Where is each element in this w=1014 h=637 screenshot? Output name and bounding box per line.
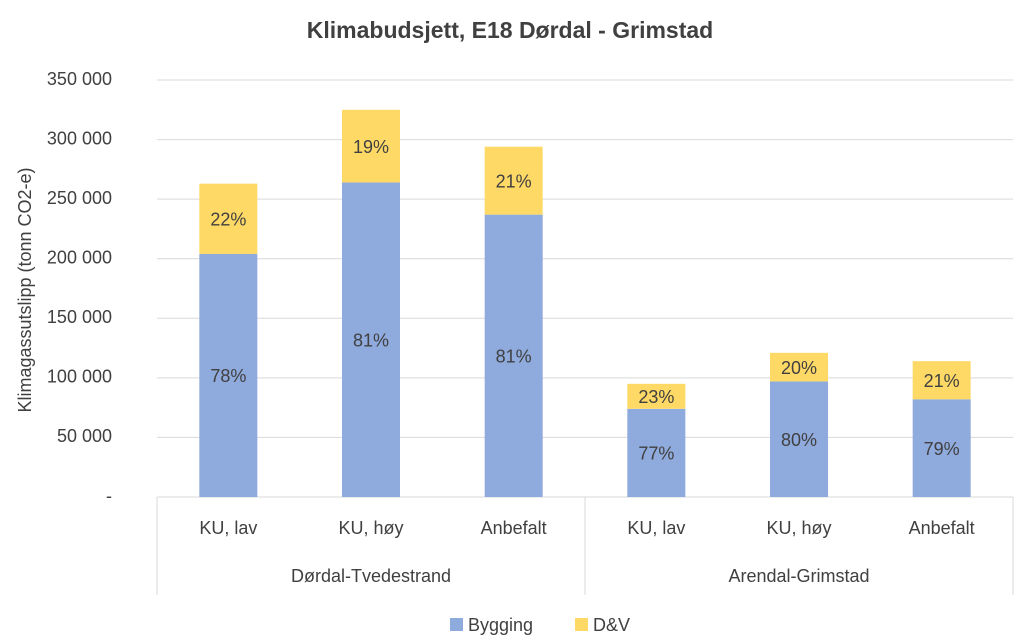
share-label: 77%: [638, 444, 674, 464]
bar-segment: [199, 183, 258, 254]
share-label: 20%: [781, 358, 817, 378]
y-tick-label: -: [106, 486, 112, 506]
x-tick-label: Anbefalt: [481, 518, 547, 538]
y-tick-label: 200 000: [47, 247, 112, 267]
x-tick-label: Anbefalt: [909, 518, 975, 538]
share-label: 19%: [353, 137, 389, 157]
bar-segment: [627, 408, 686, 497]
x-tick-label: KU, høy: [766, 518, 831, 538]
share-label: 21%: [924, 371, 960, 391]
y-tick-label: 100 000: [47, 367, 112, 387]
y-tick-label: 150 000: [47, 307, 112, 327]
y-tick-label: 350 000: [47, 69, 112, 89]
legend-swatch: [575, 618, 588, 631]
share-label: 78%: [210, 366, 246, 386]
legend-swatch: [450, 618, 463, 631]
bar-segment: [627, 383, 686, 409]
y-tick-label: 250 000: [47, 188, 112, 208]
bar-segment: [199, 253, 258, 497]
bar-segment: [484, 214, 543, 498]
group-label: Dørdal-Tvedestrand: [291, 566, 451, 586]
share-label: 79%: [924, 439, 960, 459]
chart-title: Klimabudsjett, E18 Dørdal - Grimstad: [307, 17, 713, 43]
bar-segment: [342, 182, 400, 497]
share-label: 81%: [496, 347, 532, 367]
bar-segment: [770, 381, 828, 497]
y-tick-label: 50 000: [57, 426, 112, 446]
share-label: 80%: [781, 430, 817, 450]
bar-segment: [770, 352, 828, 382]
share-label: 81%: [353, 330, 389, 350]
x-tick-label: KU, lav: [627, 518, 685, 538]
x-tick-label: KU, høy: [338, 518, 403, 538]
bar-segment: [912, 399, 971, 497]
share-label: 23%: [638, 387, 674, 407]
bar-segment: [342, 109, 400, 183]
y-tick-label: 300 000: [47, 128, 112, 148]
bar-segment: [912, 361, 971, 400]
x-tick-label: KU, lav: [199, 518, 257, 538]
group-label: Arendal-Grimstad: [728, 566, 869, 586]
legend-label: D&V: [593, 615, 630, 635]
share-label: 22%: [210, 210, 246, 230]
bar-segment: [484, 146, 543, 215]
share-label: 21%: [496, 171, 532, 191]
y-axis-label: Klimagassutslipp (tonn CO2-e): [15, 167, 35, 412]
legend-label: Bygging: [468, 615, 533, 635]
